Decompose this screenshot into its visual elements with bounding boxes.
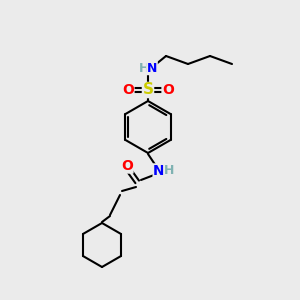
Text: N: N	[153, 164, 165, 178]
Text: H: H	[139, 61, 149, 74]
Text: N: N	[147, 61, 157, 74]
Text: O: O	[122, 83, 134, 97]
Text: O: O	[121, 159, 133, 173]
Text: H: H	[164, 164, 174, 178]
Text: O: O	[162, 83, 174, 97]
Text: S: S	[142, 82, 154, 98]
